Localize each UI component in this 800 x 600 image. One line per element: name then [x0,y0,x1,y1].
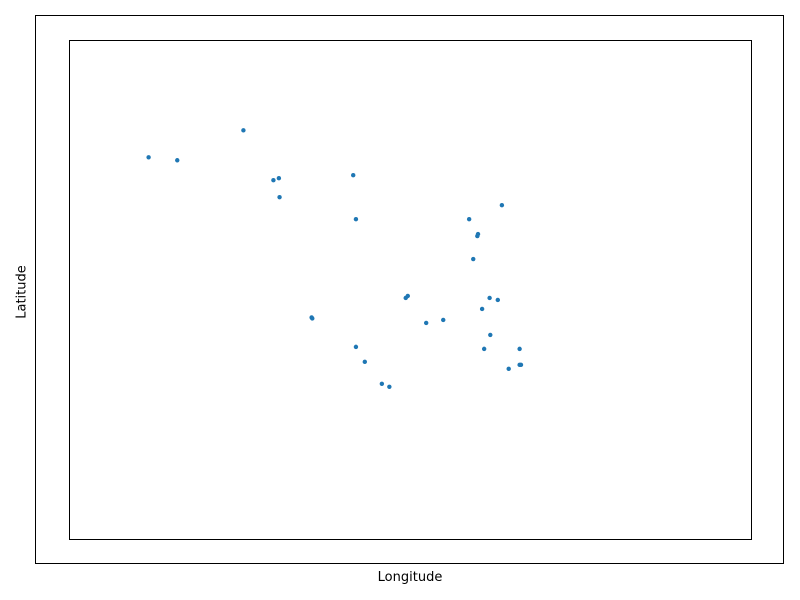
data-point-10 [353,216,359,222]
data-point-30 [517,346,522,352]
data-point-32 [518,362,524,368]
data-point-5 [276,176,282,181]
data-point-24 [481,346,487,352]
data-point-23 [479,306,485,312]
data-point-8 [310,316,315,321]
data-point-14 [387,384,392,390]
y-axis-label: Latitude [14,265,30,319]
data-point-26 [488,332,493,338]
data-point-9 [351,173,356,178]
data-point-6 [277,194,282,200]
data-point-2 [175,158,180,163]
plot-area [69,40,752,540]
x-axis-label: Longitude [377,570,443,585]
data-point-25 [487,295,492,301]
data-point-12 [362,359,368,365]
data-points [146,128,524,390]
data-point-19 [466,216,472,222]
data-point-11 [353,344,359,350]
data-point-29 [506,366,511,372]
data-point-16 [405,293,410,299]
data-point-20 [471,256,476,262]
data-point-13 [379,381,385,387]
figure-frame [35,15,784,564]
data-point-4 [271,178,276,183]
data-point-1 [146,155,151,160]
data-point-28 [499,202,505,208]
data-point-18 [441,317,446,323]
data-point-3 [241,128,246,133]
data-point-22 [475,231,481,237]
data-point-27 [495,297,500,303]
data-point-17 [423,320,429,326]
